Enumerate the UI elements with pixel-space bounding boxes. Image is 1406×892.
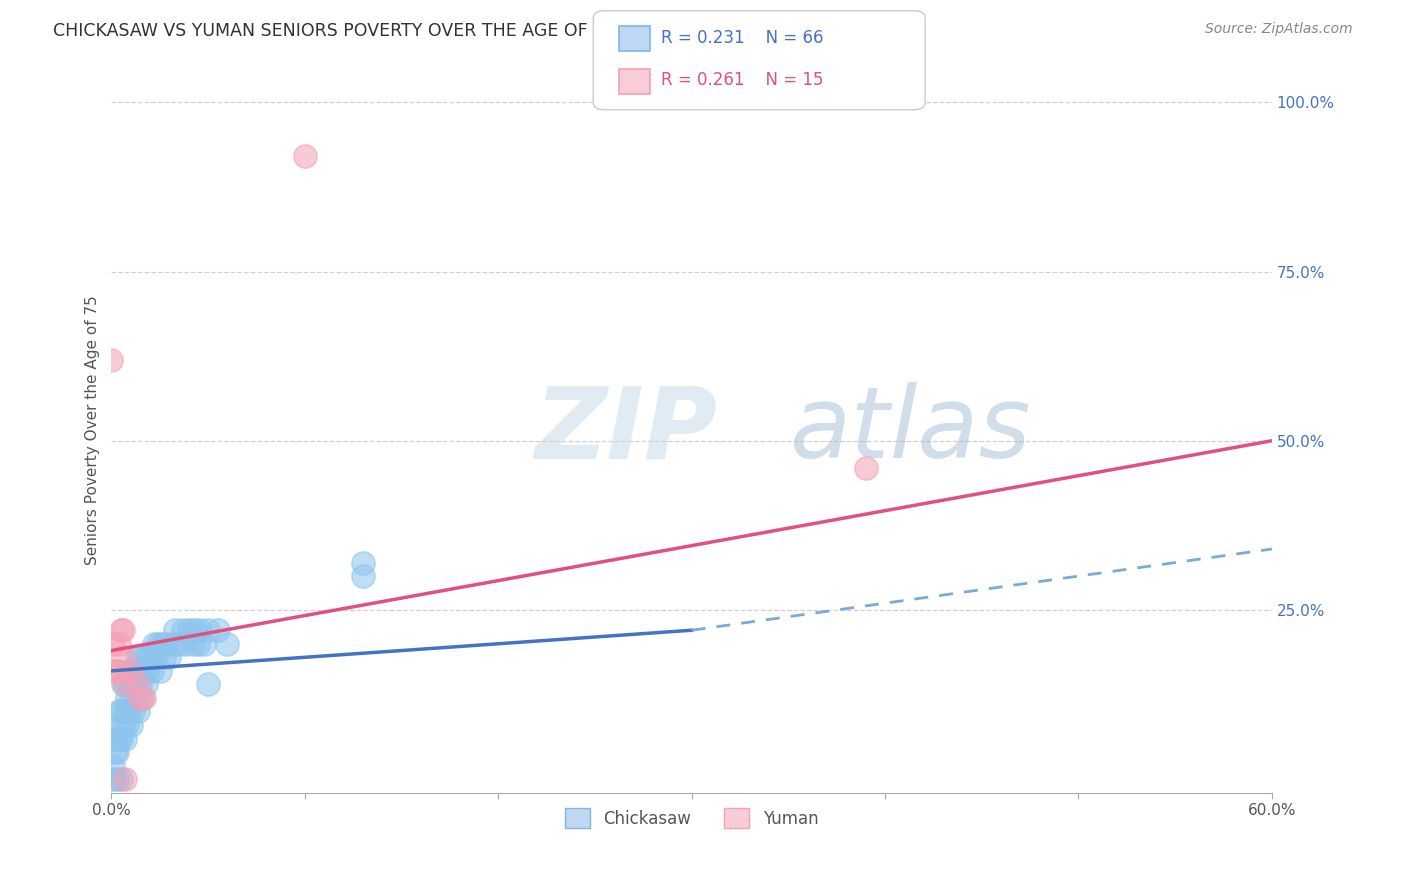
Point	[105, 718, 128, 732]
Point	[181, 637, 204, 651]
Point	[103, 772, 125, 786]
Point	[152, 650, 174, 665]
Point	[118, 705, 141, 719]
Point	[193, 637, 215, 651]
Point	[108, 664, 131, 678]
Point	[108, 705, 131, 719]
Point	[855, 460, 877, 475]
Point	[100, 352, 122, 367]
Point	[197, 677, 219, 691]
Point	[110, 772, 132, 786]
Point	[207, 624, 229, 638]
Point	[134, 664, 156, 678]
Point	[187, 637, 209, 651]
Point	[110, 624, 132, 638]
Point	[174, 637, 197, 651]
Point	[177, 624, 200, 638]
Point	[125, 677, 148, 691]
Point	[111, 677, 134, 691]
Point	[172, 624, 194, 638]
Point	[165, 624, 187, 638]
Point	[120, 690, 142, 705]
Point	[134, 690, 156, 705]
Point	[149, 664, 172, 678]
Point	[167, 637, 190, 651]
Point	[294, 149, 316, 163]
Text: R = 0.231    N = 66: R = 0.231 N = 66	[661, 29, 824, 47]
Point	[114, 677, 136, 691]
Point	[139, 650, 162, 665]
Point	[103, 637, 125, 651]
Point	[127, 664, 149, 678]
Point	[159, 650, 181, 665]
Point	[217, 637, 239, 651]
Point	[124, 690, 146, 705]
Point	[114, 705, 136, 719]
Point	[162, 637, 184, 651]
Point	[118, 677, 141, 691]
Y-axis label: Seniors Poverty Over the Age of 75: Seniors Poverty Over the Age of 75	[86, 296, 100, 566]
Point	[141, 664, 163, 678]
Point	[127, 705, 149, 719]
Point	[146, 637, 169, 651]
Point	[121, 705, 143, 719]
Point	[114, 677, 136, 691]
Point	[129, 690, 152, 705]
Point	[104, 731, 127, 746]
Text: ZIP: ZIP	[536, 382, 718, 479]
Text: Source: ZipAtlas.com: Source: ZipAtlas.com	[1205, 22, 1353, 37]
Point	[190, 624, 212, 638]
Point	[129, 677, 152, 691]
Point	[125, 650, 148, 665]
Point	[143, 637, 166, 651]
Point	[105, 745, 128, 759]
Point	[105, 772, 128, 786]
Point	[114, 731, 136, 746]
Point	[150, 637, 173, 651]
Point	[155, 637, 177, 651]
Point	[121, 664, 143, 678]
Point	[120, 718, 142, 732]
Point	[129, 650, 152, 665]
Point	[136, 664, 159, 678]
Point	[197, 624, 219, 638]
Point	[120, 664, 142, 678]
Point	[110, 705, 132, 719]
Point	[103, 758, 125, 772]
Point	[104, 745, 127, 759]
Text: CHICKASAW VS YUMAN SENIORS POVERTY OVER THE AGE OF 75 CORRELATION CHART: CHICKASAW VS YUMAN SENIORS POVERTY OVER …	[53, 22, 810, 40]
Point	[114, 772, 136, 786]
Text: atlas: atlas	[790, 382, 1032, 479]
Legend: Chickasaw, Yuman: Chickasaw, Yuman	[558, 801, 825, 835]
Point	[111, 650, 134, 665]
Point	[110, 731, 132, 746]
Point	[183, 624, 205, 638]
Point	[104, 664, 127, 678]
Point	[135, 677, 157, 691]
Point	[120, 664, 142, 678]
Point	[145, 650, 167, 665]
Point	[125, 677, 148, 691]
Point	[111, 624, 134, 638]
Point	[105, 664, 128, 678]
Point	[108, 731, 131, 746]
Point	[115, 718, 138, 732]
Point	[131, 690, 153, 705]
Point	[111, 718, 134, 732]
Text: R = 0.261    N = 15: R = 0.261 N = 15	[661, 71, 824, 89]
Point	[135, 650, 157, 665]
Point	[108, 637, 131, 651]
Point	[115, 690, 138, 705]
Point	[124, 664, 146, 678]
Point	[352, 556, 374, 570]
Point	[352, 569, 374, 583]
